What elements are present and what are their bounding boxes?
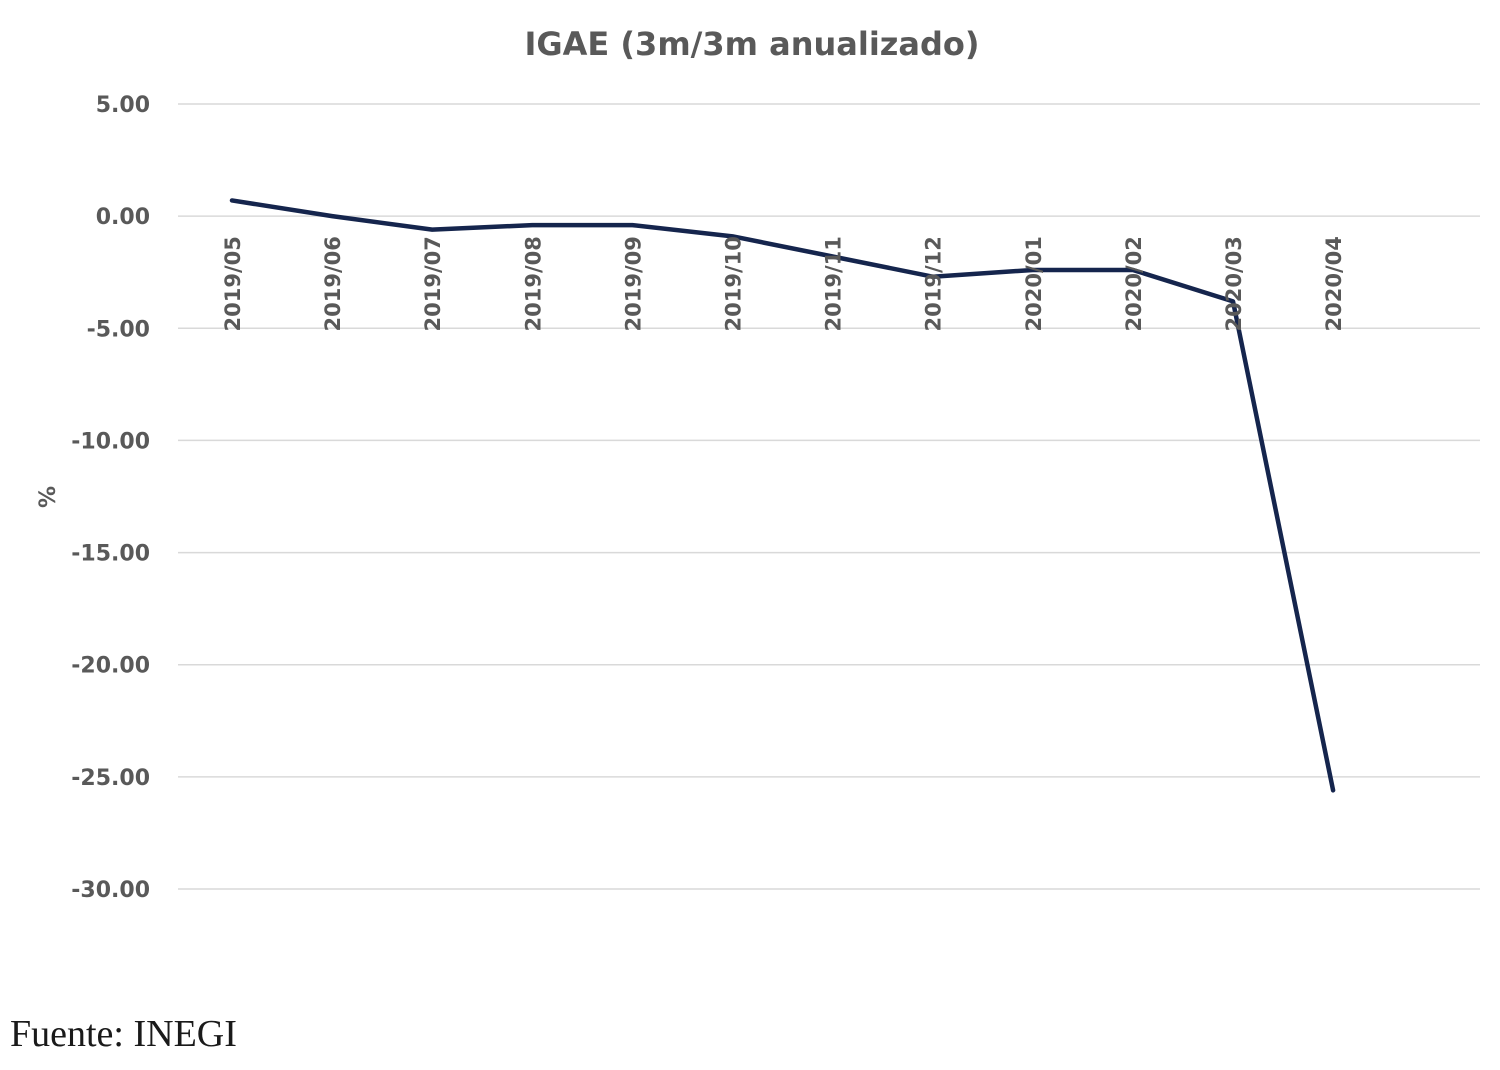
y-tick-label: -5.00 [87,317,150,342]
y-tick-label: -15.00 [71,542,150,567]
y-axis-ticks: 5.00 0.00 -5.00 -10.00 -15.00 -20.00 -25.00 -30… [71,93,150,903]
y-axis-label: % [36,486,61,508]
x-tick-label: 2019/06 [321,236,345,331]
source-note: Fuente: INEGI [10,1013,237,1055]
y-tick-label: -30.00 [71,878,150,903]
chart-container: IGAE (3m/3m anualizado) % 5.00 0.00 -5.00 -… [36,25,1480,903]
y-tick-label: -25.00 [71,766,150,791]
gridlines [178,103,1480,890]
x-tick-label: 2019/05 [221,236,245,331]
x-tick-label: 2019/12 [922,236,946,331]
series-layer [229,198,1336,793]
line-chart: IGAE (3m/3m anualizado) % 5.00 0.00 -5.00 -… [36,25,1480,903]
x-tick-label: 2019/10 [722,236,746,331]
y-tick-label: -10.00 [71,429,150,454]
y-tick-label: 5.00 [96,93,150,118]
chart-title: IGAE (3m/3m anualizado) [524,25,979,63]
y-tick-label: 0.00 [96,205,150,230]
x-tick-label: 2020/04 [1322,236,1346,331]
series-line [229,198,1336,793]
x-axis-ticks: 2019/05 2019/06 2019/07 2019/08 2019/09 2019/… [221,236,1346,331]
x-tick-label: 2020/01 [1022,236,1046,331]
x-tick-label: 2019/11 [822,236,846,331]
x-tick-label: 2019/09 [621,236,645,331]
x-tick-label: 2020/03 [1222,236,1246,331]
x-tick-label: 2019/08 [521,236,545,331]
x-tick-label: 2019/07 [421,236,445,331]
y-tick-label: -20.00 [71,654,150,679]
x-tick-label: 2020/02 [1122,236,1146,331]
